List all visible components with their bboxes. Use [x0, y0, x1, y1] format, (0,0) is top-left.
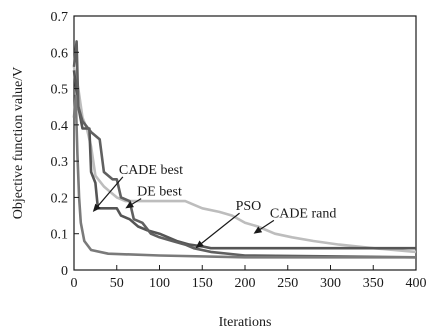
- annotation-arrow-head: [92, 203, 101, 212]
- series-line-pso: [72, 70, 416, 250]
- series-line-cade-rand: [72, 66, 417, 254]
- plot-area-frame: [73, 15, 417, 271]
- annotation-arrow-shaft: [196, 212, 240, 248]
- x-tick-label: 400: [406, 276, 427, 291]
- x-tick-label: 50: [110, 276, 124, 291]
- y-axis-title: Objective function value/V: [11, 67, 26, 219]
- x-axis-title: Iterations: [219, 315, 272, 330]
- annotation-arrow-head: [125, 201, 134, 209]
- y-tick-label: 0.3: [51, 155, 69, 170]
- y-tick-label: 0.7: [51, 10, 69, 25]
- series-line-cade-best: [72, 94, 416, 259]
- annotation-label: CADE rand: [270, 206, 337, 221]
- annotation-arrow-head: [253, 226, 263, 234]
- annotation-arrow-shaft: [93, 176, 124, 211]
- annotation-label: DE best: [137, 185, 182, 200]
- annotation-arrow-head: [195, 240, 204, 249]
- y-tick-label: 0.1: [51, 228, 69, 243]
- x-tick-label: 200: [235, 276, 256, 291]
- series-line-de-best: [72, 40, 417, 259]
- y-tick-label: 0: [61, 264, 68, 279]
- x-tick-label: 0: [71, 276, 78, 291]
- x-tick-label: 300: [320, 276, 341, 291]
- x-tick-label: 250: [277, 276, 298, 291]
- y-tick-label: 0.4: [51, 119, 69, 134]
- x-tick-label: 150: [192, 276, 213, 291]
- series-layer: [72, 40, 417, 259]
- y-tick-label: 0.5: [51, 83, 69, 98]
- ticks-layer: 0 50 100 150 200 250 300 350 400 0 0.1 0.2 0.3 0.4 0.5…: [51, 10, 427, 291]
- annotation-label: CADE best: [119, 163, 183, 178]
- x-tick-label: 100: [149, 276, 170, 291]
- annotation-label: PSO: [236, 199, 262, 214]
- y-tick-label: 0.2: [51, 191, 69, 206]
- y-tick-label: 0.6: [51, 46, 69, 61]
- x-tick-label: 350: [363, 276, 384, 291]
- annotations-layer: CADE best DE best PSO CADE rand: [92, 163, 337, 249]
